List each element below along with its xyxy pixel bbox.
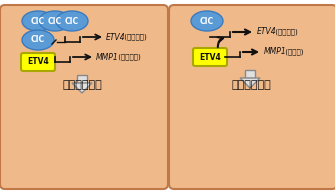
Text: CIC: CIC: [200, 16, 214, 25]
Ellipse shape: [56, 11, 88, 31]
Polygon shape: [240, 78, 260, 88]
FancyBboxPatch shape: [21, 53, 55, 71]
Text: MMP1: MMP1: [264, 47, 287, 57]
Polygon shape: [72, 83, 92, 93]
Ellipse shape: [39, 11, 71, 31]
Text: ETV4: ETV4: [199, 52, 221, 62]
FancyBboxPatch shape: [193, 48, 227, 66]
Text: ETV4: ETV4: [27, 58, 49, 67]
Ellipse shape: [191, 11, 223, 31]
Text: ETV4: ETV4: [106, 32, 126, 41]
Text: 간암진행촉진: 간암진행촉진: [231, 80, 271, 90]
Text: (과발현): (과발현): [283, 49, 304, 55]
Ellipse shape: [22, 30, 54, 50]
Text: (발현억제): (발현억제): [122, 34, 147, 40]
FancyBboxPatch shape: [0, 5, 168, 189]
Text: (정상발현): (정상발현): [116, 54, 141, 60]
Text: (발현시작): (발현시작): [273, 29, 298, 35]
Text: MMP1: MMP1: [96, 52, 119, 62]
Text: CIC: CIC: [31, 36, 45, 45]
Text: CIC: CIC: [65, 16, 79, 25]
Text: 정상수준유지: 정상수준유지: [62, 80, 102, 90]
Text: CIC: CIC: [31, 16, 45, 25]
Bar: [77, 75, 87, 83]
FancyBboxPatch shape: [169, 5, 335, 189]
Text: ETV4: ETV4: [257, 27, 277, 36]
Text: CIC: CIC: [48, 16, 62, 25]
Bar: [245, 70, 255, 78]
Ellipse shape: [22, 11, 54, 31]
